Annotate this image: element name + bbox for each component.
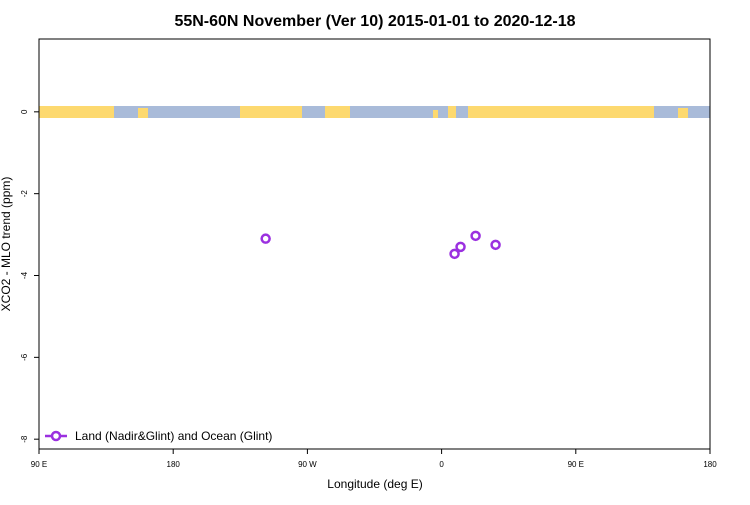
land-ocean-strip	[39, 106, 710, 118]
x-tick-label: 90 E	[568, 460, 584, 469]
x-axis-label: Longitude (deg E)	[327, 477, 422, 491]
x-tick-label: 90 W	[298, 460, 317, 469]
data-point	[490, 239, 501, 251]
x-tick-label: 90 E	[31, 460, 47, 469]
y-tick-label: -8	[20, 435, 29, 443]
y-tick-label: -2	[20, 190, 29, 198]
chart-title: 55N-60N November (Ver 10) 2015-01-01 to …	[174, 13, 575, 30]
land-band	[39, 106, 114, 118]
y-axis-label: XCO2 - MLO trend (ppm)	[0, 177, 13, 312]
land-band	[325, 106, 350, 118]
legend-marker	[50, 430, 62, 442]
y-tick-label: -6	[20, 353, 29, 361]
land-band	[678, 108, 688, 118]
x-tick-label: 180	[703, 460, 717, 469]
plot-frame	[38, 38, 711, 450]
land-band	[138, 108, 148, 118]
data-point	[449, 248, 460, 260]
y-tick-label: 0	[20, 109, 29, 114]
data-point	[455, 241, 466, 253]
data-point	[260, 233, 271, 244]
land-band	[468, 106, 654, 118]
legend-label: Land (Nadir&Glint) and Ocean (Glint)	[75, 429, 272, 443]
land-band	[433, 110, 438, 118]
x-tick-label: 180	[167, 460, 181, 469]
land-band	[240, 106, 302, 118]
y-tick-label: -4	[20, 271, 29, 279]
x-tick-label: 0	[439, 460, 444, 469]
data-point	[470, 230, 481, 242]
land-band	[448, 106, 456, 118]
